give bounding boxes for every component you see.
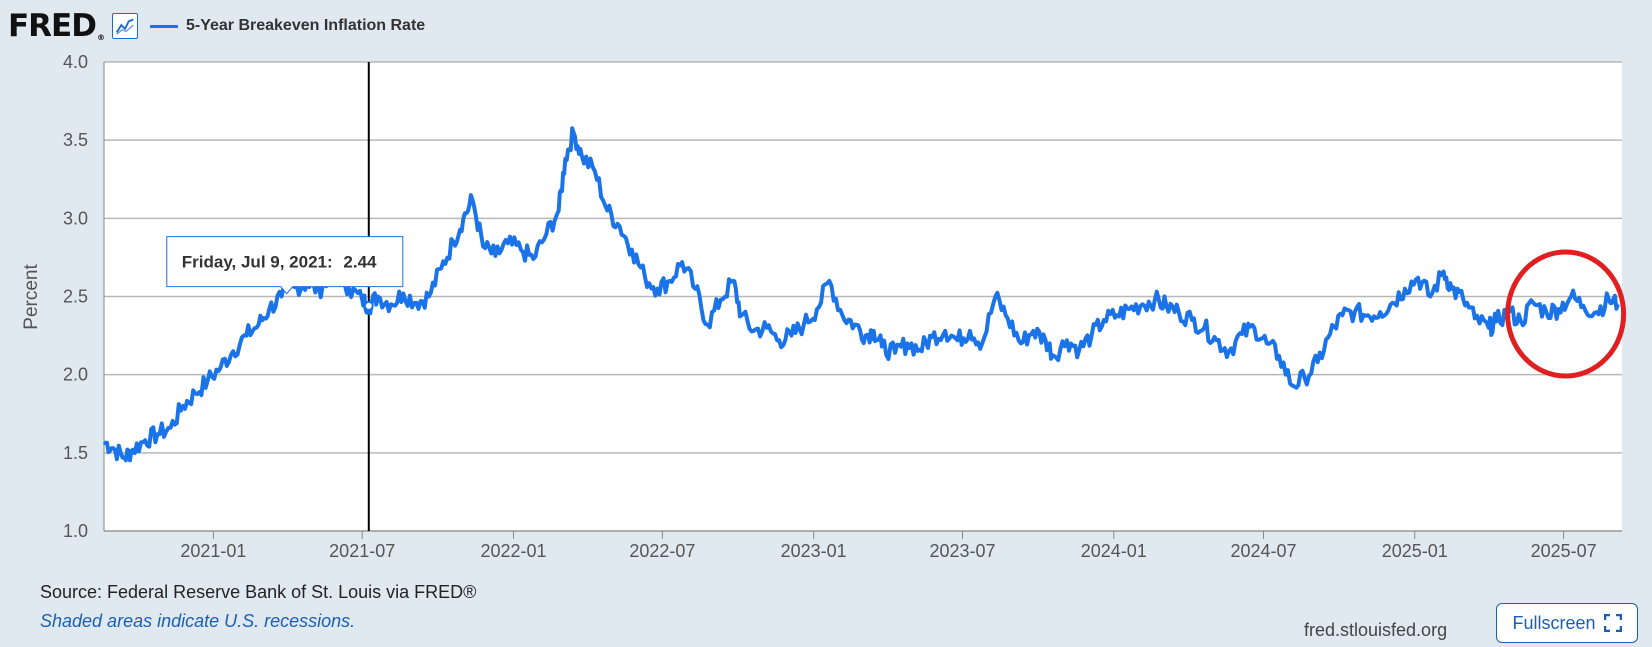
x-axis-ticks: 2021-01 2021-07 2022-01 2022-07 2023-01 2023-…: [180, 531, 1597, 561]
y-tick-label: 3.0: [63, 208, 88, 228]
y-tick-label: 1.0: [63, 521, 88, 541]
chart: 1.0 1.5 2.0 2.5 3.0 3.5 4.0 2021-01 2021-07 2022…: [21, 52, 1627, 561]
y-tick-label: 2.0: [63, 365, 88, 385]
x-tick-label: 2025-07: [1531, 541, 1597, 561]
x-tick-label: 2021-01: [180, 541, 246, 561]
series-line[interactable]: [102, 126, 1620, 463]
x-tick-label: 2023-01: [781, 541, 847, 561]
x-tick-label: 2024-07: [1230, 541, 1296, 561]
y-tick-label: 1.5: [63, 443, 88, 463]
hover-point[interactable]: [363, 300, 374, 311]
tooltip-date: Friday, Jul 9, 2021:: [182, 253, 333, 272]
legend-label: 5-Year Breakeven Inflation Rate: [185, 17, 426, 34]
y-axis-label: Percent: [21, 264, 42, 330]
source-text: Source: Federal Reserve Bank of St. Loui…: [40, 582, 477, 602]
y-tick-label: 3.5: [63, 130, 88, 150]
fullscreen-label: Fullscreen: [1512, 612, 1596, 633]
tooltip: Friday, Jul 9, 2021: 2.44: [166, 236, 404, 295]
fullscreen-button[interactable]: Fullscreen: [1496, 603, 1638, 643]
site-link[interactable]: fred.stlouisfed.org: [1304, 620, 1448, 640]
gridlines: [103, 61, 1622, 532]
highlight-circle: [1505, 249, 1627, 379]
y-axis-ticks: 1.0 1.5 2.0 2.5 3.0 3.5 4.0: [63, 52, 88, 541]
expand-icon: [1603, 614, 1622, 632]
x-tick-label: 2025-01: [1382, 541, 1448, 561]
x-tick-label: 2022-01: [480, 541, 546, 561]
x-tick-label: 2023-07: [929, 541, 995, 561]
legend-swatch: [149, 24, 178, 28]
tooltip-value: 2.44: [343, 253, 377, 272]
recession-note[interactable]: Shaded areas indicate U.S. recessions.: [40, 611, 356, 631]
tooltip-text: Friday, Jul 9, 2021: 2.44: [182, 253, 377, 272]
y-tick-label: 2.5: [63, 287, 88, 307]
tooltip-box: [166, 236, 404, 295]
x-tick-label: 2024-01: [1081, 541, 1147, 561]
line-graph-icon[interactable]: [111, 13, 138, 39]
fred-logo[interactable]: FRED®: [8, 7, 105, 44]
x-tick-label: 2022-07: [629, 541, 695, 561]
x-tick-label: 2021-07: [329, 541, 395, 561]
y-tick-label: 4.0: [63, 52, 88, 72]
chart-header: FRED® 5-Year Breakeven Inflation Rate: [8, 8, 425, 44]
